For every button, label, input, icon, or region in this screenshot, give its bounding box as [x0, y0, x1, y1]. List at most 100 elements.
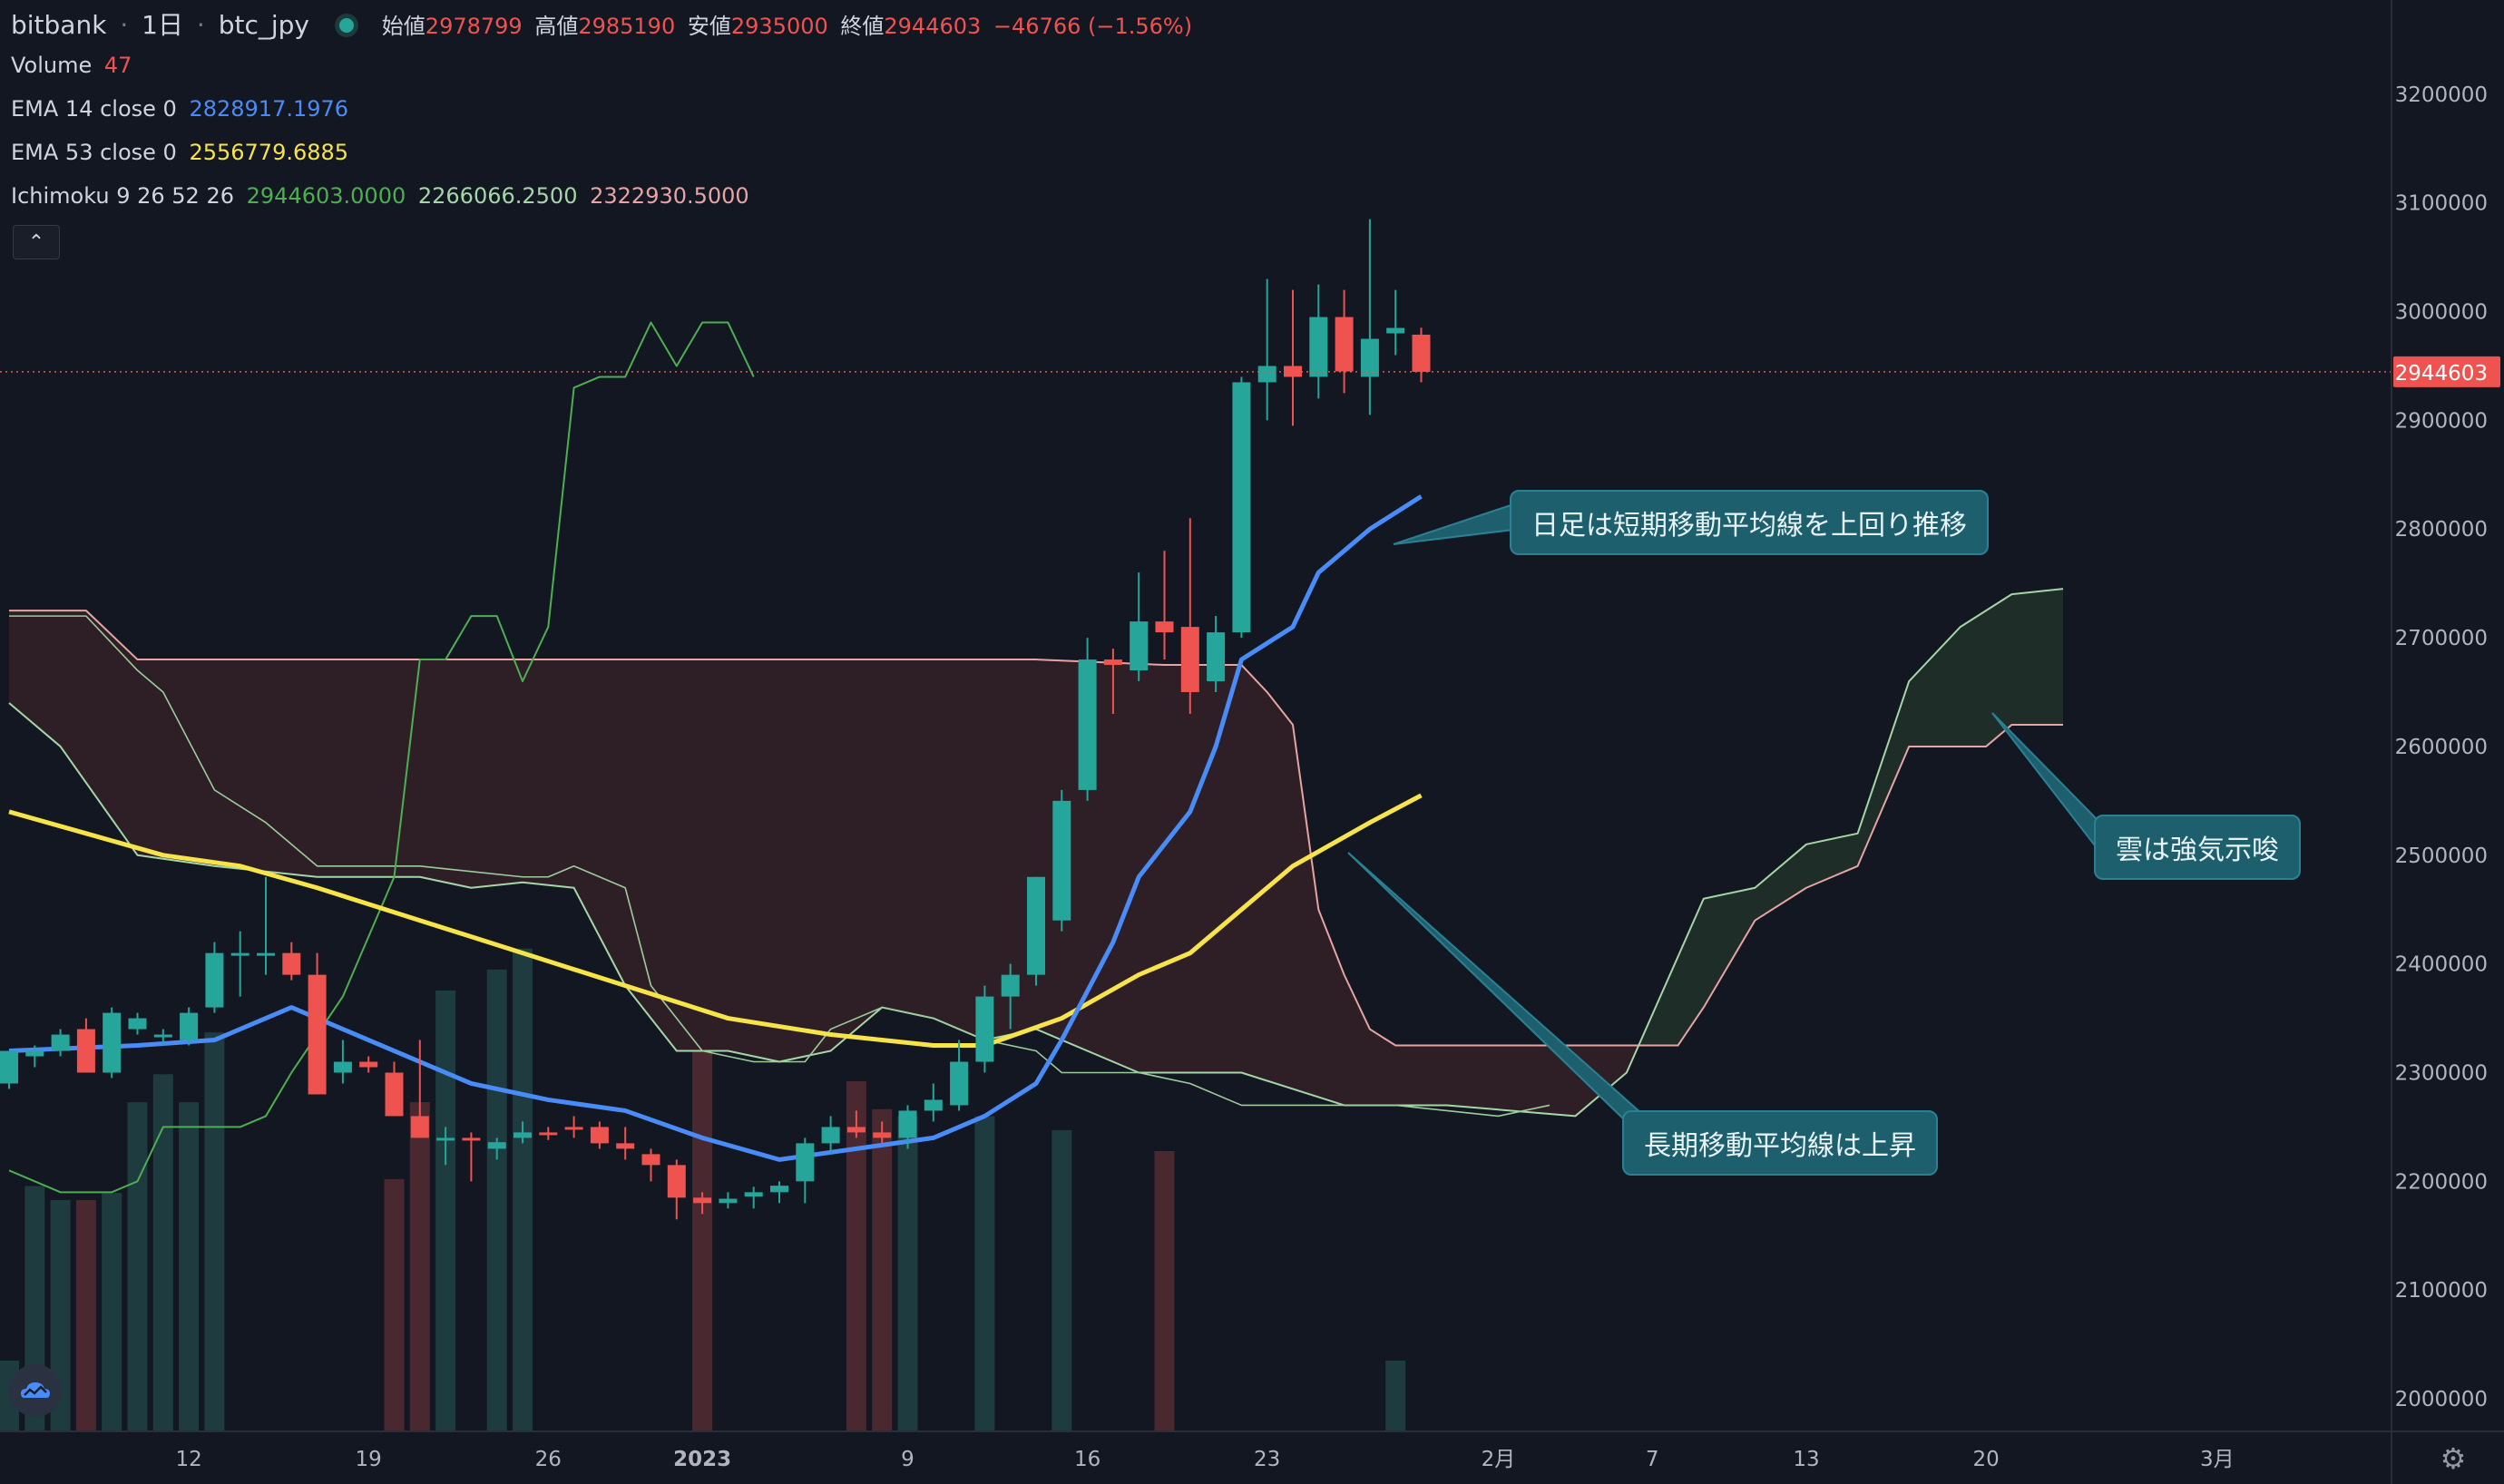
candle-body	[514, 1132, 532, 1138]
high-value: 2985190	[578, 14, 676, 39]
candle-body	[487, 1142, 506, 1149]
candle-body	[0, 1050, 18, 1084]
volume-bar	[486, 969, 507, 1430]
ema14-value: 2828917.1976	[189, 96, 349, 122]
y-tick-label: 2400000	[2395, 953, 2488, 977]
volume-value: 47	[103, 53, 132, 78]
volume-bar	[1051, 1129, 1072, 1430]
open-value: 2978799	[425, 14, 523, 39]
candle-body	[667, 1165, 686, 1198]
y-tick-label: 3000000	[2395, 301, 2488, 325]
x-tick-label: 2月	[1482, 1448, 1516, 1471]
volume-legend[interactable]: Volume 47	[11, 53, 137, 78]
current-price-tag	[2393, 356, 2500, 387]
ichimoku-label: Ichimoku 9 26 52 26	[11, 183, 234, 209]
ichimoku-value-1: 2944603.0000	[246, 183, 406, 209]
candle-body	[1232, 382, 1251, 633]
volume-bar	[846, 1081, 866, 1430]
current-price-label: 2944603	[2395, 362, 2488, 386]
candle-body	[693, 1197, 712, 1204]
x-tick-label: 9	[901, 1448, 915, 1471]
candle-body	[153, 1034, 172, 1038]
x-tick-label: 13	[1793, 1448, 1819, 1471]
ema53-value: 2556779.6885	[189, 140, 349, 165]
callout-pointers	[1347, 503, 2098, 1123]
interval[interactable]: 1日	[142, 10, 183, 40]
volume-bar	[897, 1116, 918, 1430]
candle-body	[180, 1012, 199, 1040]
ichimoku-cloud	[9, 589, 2063, 1117]
y-tick-label: 2800000	[2395, 518, 2488, 542]
volume-bar	[974, 1116, 995, 1430]
volume-bar	[152, 1074, 173, 1430]
candle-body	[1078, 659, 1097, 790]
candle-body	[590, 1127, 609, 1144]
symbol[interactable]: btc_jpy	[218, 10, 309, 40]
volume-bar	[75, 1199, 96, 1430]
ichimoku-legend[interactable]: Ichimoku 9 26 52 26 2944603.0000 2266066…	[11, 183, 755, 209]
cloud-fill	[9, 610, 1640, 1117]
candle-body	[846, 1127, 866, 1133]
x-tick-label: 19	[356, 1448, 382, 1471]
candle-body	[539, 1132, 558, 1136]
candle-body	[821, 1127, 840, 1144]
volume-bar	[127, 1102, 148, 1430]
candle-body	[950, 1061, 969, 1106]
y-tick-label: 2700000	[2395, 627, 2488, 650]
ema14-legend[interactable]: EMA 14 close 0 2828917.1976	[11, 96, 354, 122]
candle-body	[1155, 621, 1174, 633]
x-tick-label: 12	[175, 1448, 201, 1471]
candle-body	[205, 952, 224, 1008]
x-tick-label: 2023	[673, 1448, 731, 1471]
span-b-line	[9, 610, 2063, 1047]
candle-body	[1052, 800, 1071, 921]
x-tick-label: 26	[535, 1448, 562, 1471]
candle-body	[796, 1143, 815, 1182]
candle-body	[616, 1143, 635, 1149]
callout-short-ma: 日足は短期移動平均線を上回り推移	[1510, 490, 1989, 555]
ichimoku-value-2: 2266066.2500	[417, 183, 578, 209]
candle-body	[770, 1186, 788, 1193]
tradingview-logo[interactable]	[9, 1364, 62, 1417]
y-tick-label: 2300000	[2395, 1061, 2488, 1085]
x-tick-label: 7	[1646, 1448, 1659, 1471]
candle-body	[1360, 338, 1379, 377]
ema14-line	[8, 494, 1423, 1162]
collapse-legend-button[interactable]: ⌃	[13, 225, 60, 259]
candle-body	[333, 1061, 352, 1073]
callout-long-ma: 長期移動平均線は上昇	[1622, 1110, 1938, 1176]
candle-body	[282, 952, 301, 975]
candle-body	[1130, 621, 1149, 671]
candle-body	[1027, 876, 1045, 975]
chevron-up-icon: ⌃	[27, 230, 45, 254]
candle-body	[462, 1137, 481, 1141]
candle-body	[873, 1132, 892, 1138]
candle-body	[25, 1050, 44, 1057]
candle-body	[257, 952, 275, 956]
candle-body	[744, 1192, 763, 1197]
indicator-lines	[8, 321, 2064, 1194]
volume-bar	[1385, 1361, 1406, 1430]
y-tick-label: 2500000	[2395, 845, 2488, 868]
settings-gear-icon[interactable]: ⚙	[2440, 1441, 2467, 1476]
current-price-line: 2944603	[0, 356, 2500, 387]
candle-body	[1335, 317, 1354, 372]
volume-bar	[872, 1108, 893, 1430]
candle-body	[924, 1099, 943, 1111]
ema14-label: EMA 14 close 0	[11, 96, 177, 122]
y-tick-label: 2900000	[2395, 409, 2488, 433]
candle-body	[51, 1034, 70, 1051]
close-label: 終値	[840, 14, 885, 39]
candle-body	[1103, 659, 1122, 666]
chart-header: bitbank · 1日 · btc_jpy 始値2978799 高値29851…	[11, 10, 1193, 40]
candle-body	[1207, 632, 1226, 682]
symbol-source[interactable]: bitbank	[11, 10, 107, 40]
y-tick-label: 3100000	[2395, 192, 2488, 216]
low-value: 2935000	[730, 14, 828, 39]
x-tick-label: 16	[1074, 1448, 1100, 1471]
candle-body	[719, 1198, 738, 1204]
candle-body	[385, 1072, 404, 1117]
y-tick-label: 2100000	[2395, 1279, 2488, 1303]
ema53-legend[interactable]: EMA 53 close 0 2556779.6885	[11, 140, 354, 165]
